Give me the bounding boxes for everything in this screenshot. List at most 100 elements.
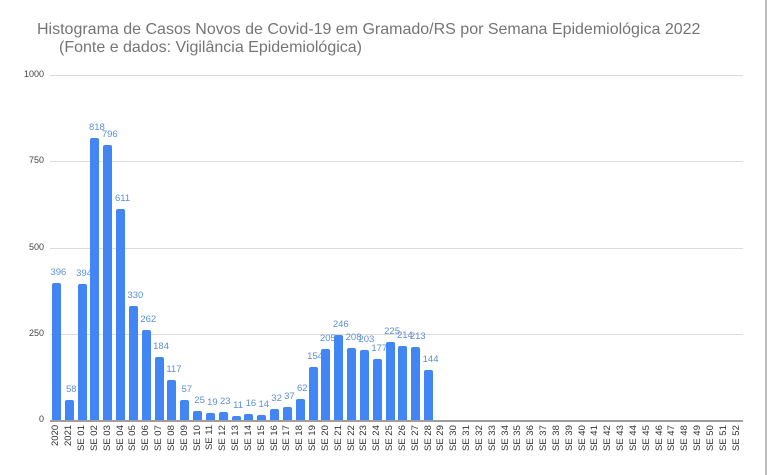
bar[interactable]: [103, 145, 113, 420]
data-label: 184: [153, 340, 169, 352]
x-axis-tick-label: SE 27: [409, 425, 421, 451]
bar[interactable]: [154, 356, 164, 420]
y-axis-tick-label: 0: [38, 414, 44, 424]
x-axis-tick-label: SE 32: [473, 425, 485, 451]
data-label: 208: [345, 332, 362, 344]
x-axis-tick-label: SE 20: [319, 425, 331, 451]
bar[interactable]: [295, 398, 305, 420]
bar[interactable]: [308, 366, 318, 420]
data-label: 62: [296, 382, 308, 394]
x-axis-tick-label: SE 39: [563, 425, 575, 451]
data-label: 16: [245, 398, 257, 410]
x-axis-tick-label: SE 03: [101, 425, 113, 451]
bar[interactable]: [116, 209, 126, 420]
x-axis-tick-label: SE 49: [692, 425, 704, 451]
x-axis-tick-label: SE 18: [294, 425, 306, 451]
x-axis-tick-label: SE 07: [153, 425, 165, 451]
x-axis-tick-label: SE 01: [76, 425, 88, 451]
x-axis-tick-label: SE 19: [307, 425, 319, 451]
data-label: 203: [358, 333, 375, 345]
x-axis-tick-label: SE 02: [88, 425, 100, 451]
data-label: 14: [258, 399, 270, 411]
x-axis-tick-label: SE 12: [217, 425, 229, 451]
bar[interactable]: [424, 370, 434, 420]
x-axis-tick-label: SE 05: [127, 425, 139, 451]
x-axis-tick-label: SE 10: [191, 425, 203, 451]
bar[interactable]: [385, 342, 395, 420]
x-axis-tick-label: SE 43: [615, 425, 627, 451]
x-axis-tick-label: SE 40: [576, 425, 588, 451]
bar[interactable]: [77, 284, 87, 420]
x-axis-tick-label: SE 48: [679, 425, 691, 451]
x-axis-tick-label: SE 41: [589, 425, 601, 451]
x-axis-tick-label: SE 29: [435, 425, 447, 451]
x-axis-tick-label: SE 28: [422, 425, 434, 451]
data-label: 19: [207, 397, 218, 409]
bar[interactable]: [282, 407, 292, 420]
y-axis-tick-label: 1000: [23, 69, 44, 79]
chart-title: Histograma de Casos Novos de Covid-19 em…: [37, 21, 700, 57]
data-label: 58: [65, 383, 77, 395]
x-axis-tick-label: SE 34: [499, 425, 511, 451]
bar[interactable]: [180, 400, 190, 420]
gridline: [50, 333, 743, 335]
data-label: 796: [101, 129, 118, 141]
chart-title-main: Histograma de Casos Novos de Covid-19 em…: [37, 21, 701, 38]
bar[interactable]: [51, 283, 61, 420]
bar[interactable]: [244, 414, 254, 420]
bar[interactable]: [347, 348, 357, 420]
y-axis-tick-label: 750: [28, 155, 44, 166]
data-label: 25: [194, 395, 205, 407]
bar[interactable]: [193, 411, 203, 420]
data-label: 37: [284, 391, 295, 403]
bar[interactable]: [218, 412, 228, 420]
x-axis-tick-label: SE 22: [345, 425, 357, 451]
x-axis-tick-label: SE 47: [666, 425, 678, 451]
bar[interactable]: [64, 399, 74, 420]
x-axis-tick-label: SE 23: [358, 425, 370, 451]
x-axis-tick-label: SE 35: [512, 425, 524, 451]
data-label: 611: [115, 193, 131, 205]
data-label: 213: [409, 330, 426, 342]
bar[interactable]: [270, 408, 280, 420]
x-axis-tick-label: 2021: [63, 424, 75, 446]
x-axis-tick-label: SE 42: [602, 425, 614, 451]
data-label: 214: [396, 330, 413, 342]
bar[interactable]: [167, 379, 177, 420]
x-axis-tick-label: SE 38: [550, 425, 562, 451]
data-label: 11: [233, 400, 244, 412]
x-axis-tick-label: SE 16: [268, 425, 280, 451]
x-axis-tick-label: SE 08: [165, 425, 177, 451]
x-axis-tick-label: SE 44: [627, 425, 639, 451]
gridline: [50, 247, 743, 249]
data-label: 330: [127, 290, 144, 302]
data-label: 23: [219, 396, 231, 408]
bar[interactable]: [257, 415, 267, 420]
x-axis-tick-label: SE 25: [384, 425, 396, 451]
bar[interactable]: [90, 137, 100, 420]
right-border-divider: [765, 0, 767, 475]
bar[interactable]: [321, 349, 331, 420]
x-axis-tick-label: SE 52: [730, 425, 742, 451]
bar[interactable]: [334, 335, 344, 420]
data-label: 32: [271, 392, 282, 404]
bar[interactable]: [205, 413, 215, 420]
x-axis-tick-label: SE 13: [230, 425, 242, 451]
data-label: 205: [319, 333, 336, 345]
x-axis-tick-label: SE 17: [281, 425, 293, 451]
bar[interactable]: [359, 349, 369, 420]
data-label: 262: [140, 313, 157, 325]
bar[interactable]: [398, 346, 408, 420]
bar[interactable]: [411, 346, 421, 420]
y-axis-tick-label: 500: [28, 241, 44, 252]
bar[interactable]: [141, 329, 151, 420]
bar[interactable]: [128, 306, 138, 420]
data-label: 144: [422, 354, 439, 366]
x-axis-tick-label: SE 45: [640, 425, 652, 451]
data-label: 117: [166, 363, 182, 375]
x-axis-tick-label: SE 06: [140, 425, 152, 451]
bar[interactable]: [231, 416, 241, 420]
bar[interactable]: [372, 358, 382, 420]
x-axis-tick-label: SE 11: [204, 424, 216, 450]
